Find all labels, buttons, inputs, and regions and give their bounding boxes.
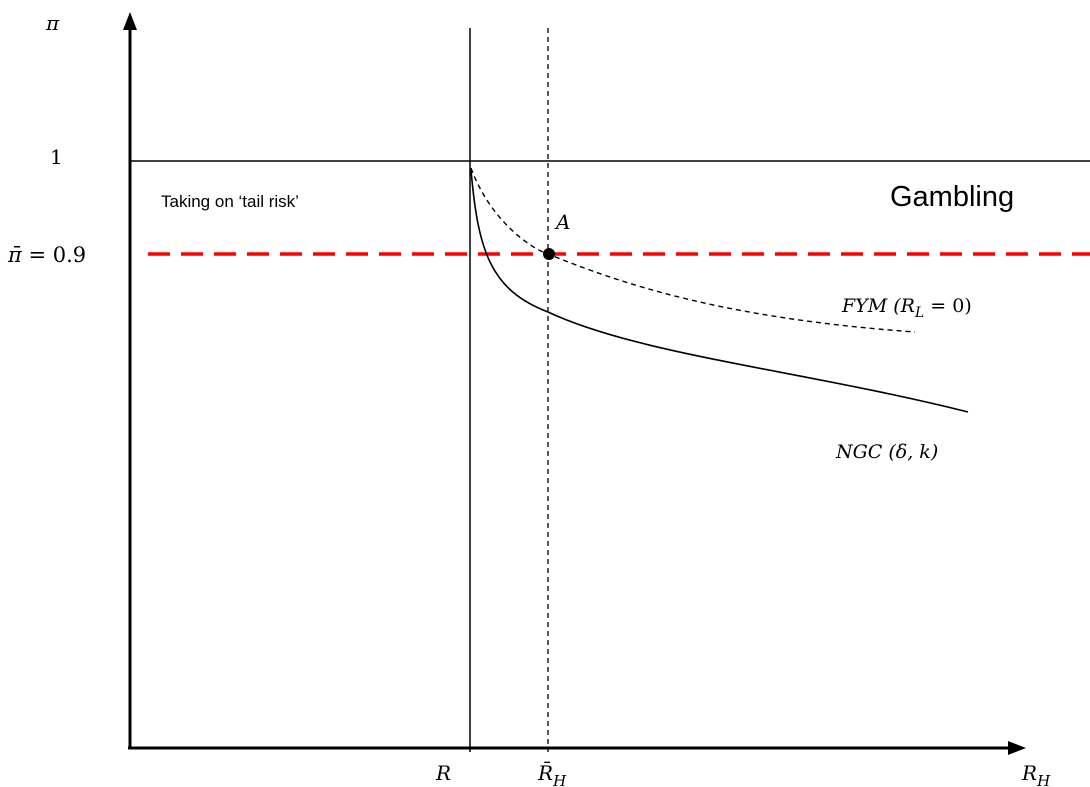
fym-suffix: = 0) xyxy=(924,295,972,317)
y-tick-one: 1 xyxy=(50,145,63,169)
y-axis-arrowhead xyxy=(123,12,137,30)
fym-curve-label: FYM (RL = 0) xyxy=(841,295,972,321)
y-tick-pi-bar: π̄ = 0.9 xyxy=(7,243,86,267)
tail-risk-label: Taking on ‘tail risk’ xyxy=(161,192,299,211)
pi-bar-symbol: π̄ xyxy=(7,243,23,267)
y-axis-label: π xyxy=(45,11,60,35)
ngc-curve-label: NGC (δ, k) xyxy=(835,441,938,463)
x-tick-r-h-bar: R̄H xyxy=(537,760,567,787)
point-a-label: A xyxy=(554,210,570,234)
x-axis-label-sub: H xyxy=(1036,772,1051,787)
fym-sub: L xyxy=(914,305,924,321)
r-h-bar-sub: H xyxy=(552,772,567,787)
point-a-marker xyxy=(543,248,555,260)
gambling-label: Gambling xyxy=(890,181,1014,213)
fym-sub-base: R xyxy=(900,295,915,317)
x-tick-r: R xyxy=(435,761,451,785)
pi-bar-value: = 0.9 xyxy=(22,243,86,267)
x-axis-arrowhead xyxy=(1008,741,1026,755)
r-h-bar-base: R̄ xyxy=(537,760,553,785)
ngc-curve xyxy=(470,169,969,413)
x-axis-label-base: R xyxy=(1021,761,1037,785)
x-axis-label: RH xyxy=(1021,761,1051,787)
fym-curve xyxy=(470,167,916,333)
fym-prefix: FYM ( xyxy=(841,295,901,317)
